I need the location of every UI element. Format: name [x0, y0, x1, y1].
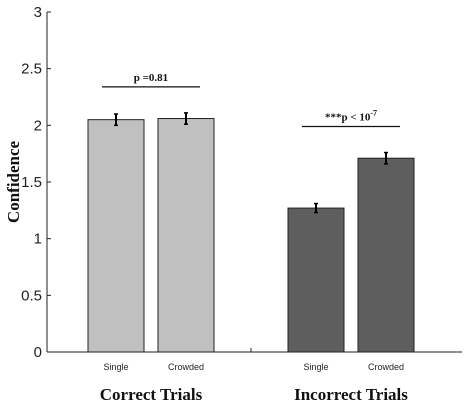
y-tick-label: 3 [34, 4, 42, 21]
bars [87, 112, 415, 353]
group-label: Correct Trials [100, 385, 203, 404]
x-category-label: Crowded [168, 362, 204, 372]
x-category-label: Single [103, 362, 128, 372]
y-tick-label: 0.5 [21, 287, 42, 304]
bar [157, 118, 215, 353]
y-axis-label: Confidence [4, 140, 23, 223]
x-category-label: Crowded [368, 362, 404, 372]
labels: Confidence Single Crowded Correct Trials Sin… [4, 140, 408, 404]
x-category-label: Single [303, 362, 328, 372]
bar [287, 207, 345, 353]
bar [87, 119, 145, 353]
y-tick-label: 0 [34, 344, 42, 361]
y-tick-label: 2.5 [21, 61, 42, 78]
y-tick-label: 1 [34, 231, 42, 248]
y-tick-label: 1.5 [21, 174, 42, 191]
significance-label: p =0.81 [134, 72, 168, 84]
bar [357, 157, 415, 353]
group-label: Incorrect Trials [294, 385, 408, 404]
significance-label: ***p < 10-7 [325, 109, 377, 124]
annotations: p =0.81 ***p < 10-7 [102, 72, 400, 128]
y-tick-label: 2 [34, 117, 42, 134]
